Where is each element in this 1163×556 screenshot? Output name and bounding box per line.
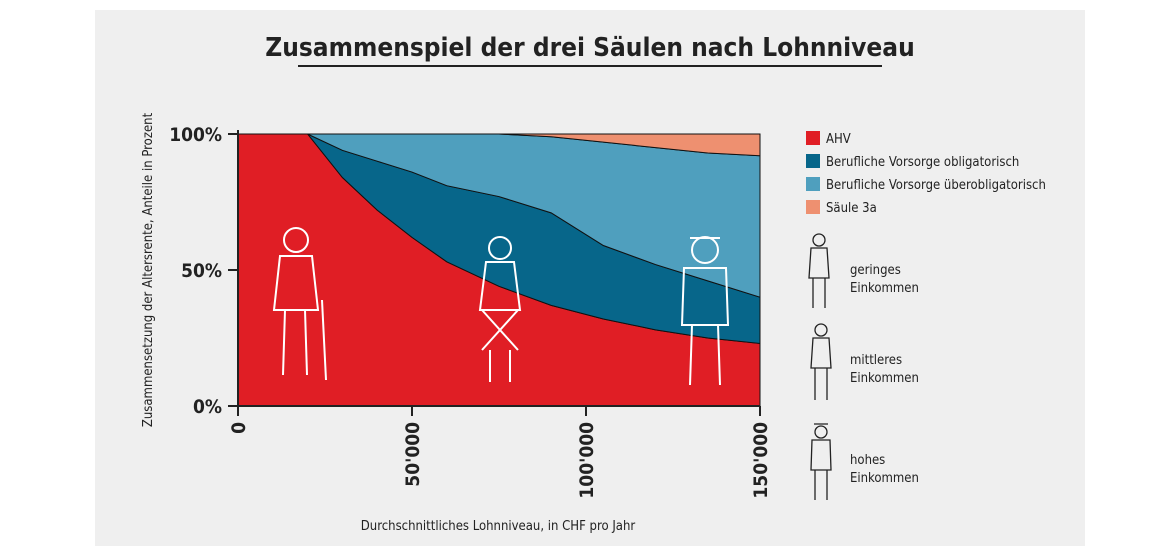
legend-swatch xyxy=(806,154,820,168)
x-tick-label: 50'000 xyxy=(402,422,424,487)
legend-icons xyxy=(809,234,831,500)
chart: Zusammenspiel der drei Säulen nach Lohnn… xyxy=(0,0,1163,556)
legend-swatch xyxy=(806,177,820,191)
legend-label: AHV xyxy=(826,132,851,147)
legend-swatch xyxy=(806,200,820,214)
chart-title: Zusammenspiel der drei Säulen nach Lohnn… xyxy=(265,33,914,63)
legend-swatch xyxy=(806,131,820,145)
x-tick-label: 0 xyxy=(228,422,250,434)
legend-label: Berufliche Vorsorge überobligatorisch xyxy=(826,178,1046,193)
y-tick-label: 100% xyxy=(169,124,222,146)
legend-label: Berufliche Vorsorge obligatorisch xyxy=(826,155,1019,170)
y-tick-label: 50% xyxy=(181,260,222,282)
page: {"chart_data": { "type": "stacked-area",… xyxy=(0,0,1163,556)
y-axis-label: Zusammensetzung der Altersrente, Anteile… xyxy=(141,112,156,427)
legend-label: Säule 3a xyxy=(826,201,877,216)
income-label: geringes Einkommen xyxy=(850,262,940,298)
income-label: mittleres Einkommen xyxy=(850,352,940,388)
x-tick-label: 150'000 xyxy=(750,422,772,499)
y-tick-label: 0% xyxy=(193,396,222,418)
x-axis-label: Durchschnittliches Lohnniveau, in CHF pr… xyxy=(361,519,636,534)
areas xyxy=(238,134,760,406)
income-label: hohes Einkommen xyxy=(850,452,940,488)
x-tick-label: 100'000 xyxy=(576,422,598,499)
